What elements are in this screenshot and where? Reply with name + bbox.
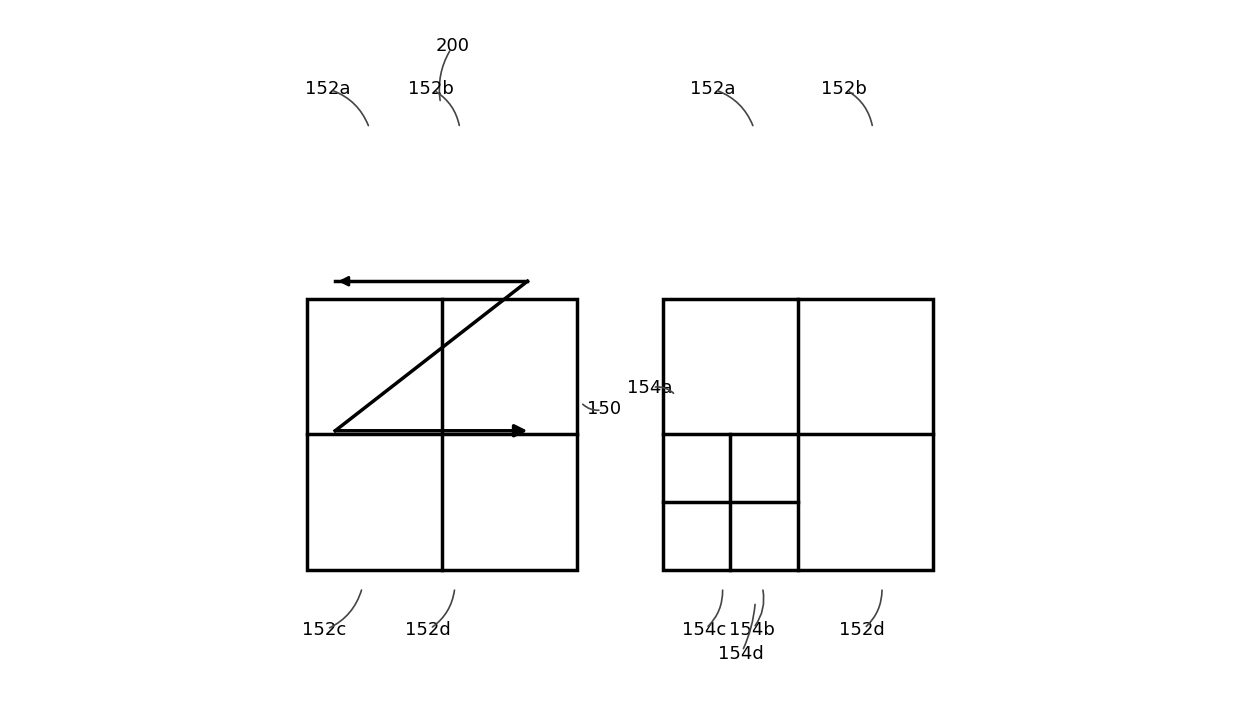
Text: 154a: 154a <box>627 379 672 397</box>
Text: 152b: 152b <box>821 80 867 98</box>
Text: 152d: 152d <box>839 621 885 639</box>
Text: 152b: 152b <box>408 80 454 98</box>
Text: 150: 150 <box>588 400 621 419</box>
Text: 154c: 154c <box>682 621 727 639</box>
Text: 152a: 152a <box>689 80 735 98</box>
Text: 200: 200 <box>435 37 470 56</box>
Bar <box>662 299 934 570</box>
Text: 152a: 152a <box>305 80 351 98</box>
Text: 152d: 152d <box>405 621 450 639</box>
Text: 154b: 154b <box>729 621 775 639</box>
Text: 154d: 154d <box>718 644 764 663</box>
Text: 152c: 152c <box>303 621 347 639</box>
Bar <box>306 299 578 570</box>
